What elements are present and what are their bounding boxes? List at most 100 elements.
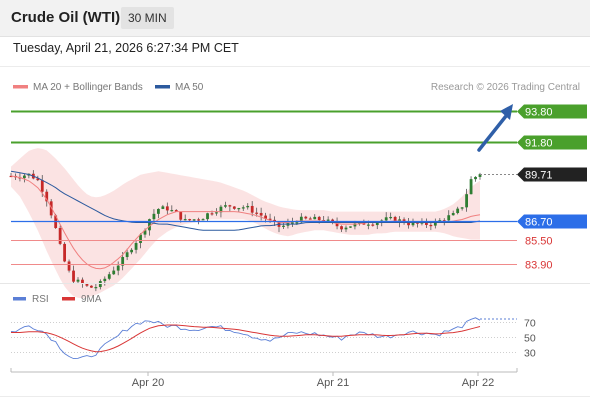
candle-body [273,219,276,222]
candle-body [340,226,343,230]
candle-body [139,234,142,244]
price-plot [9,148,482,299]
candle-body [478,174,482,177]
candle-body [58,228,62,244]
price-level-tag [517,214,587,229]
candle-body [291,222,294,224]
candle-body [241,207,245,209]
bollinger-band-area [11,148,480,299]
candle-body [45,191,49,202]
candle-body [228,205,232,207]
candle-body [148,219,151,231]
candle-body [474,176,477,180]
panel-divider [0,283,590,284]
candle-body [317,216,321,221]
candle-body [246,205,250,208]
candle-body [268,218,272,220]
candle-body [85,283,89,286]
candle-body [326,219,330,221]
candle-body [90,285,93,288]
candle-body [112,270,116,275]
legend-swatch-9ma [62,297,75,301]
candle-body [282,225,285,227]
x-tick-label: Apr 20 [132,377,164,389]
candle-body [143,230,147,235]
legend-swatch-ma50 [155,85,170,89]
candle-body [125,252,129,258]
price-level-label: 83.90 [525,260,553,272]
legend-label-ma50: MA 50 [175,82,204,93]
candle-body [349,226,352,228]
rsi-tick-label: 70 [524,318,536,330]
candle-body [134,243,138,250]
instrument-title: Crude Oil (WTI) [11,9,121,26]
rsi-legend: RSI 9MA [13,294,102,305]
rsi-tick-label: 30 [524,348,536,360]
rsi-tick-label: 50 [524,333,536,345]
candle-body [107,274,111,279]
candle-body [188,219,192,221]
candle-body [210,213,214,215]
candle-body [429,224,433,227]
candle-body [353,223,357,227]
legend-label-9ma: 9MA [81,294,102,305]
candle-body [335,222,339,227]
candle-body [165,206,169,211]
price-level-label: 85.50 [525,236,553,248]
candle-body [224,205,227,207]
timeframe-button[interactable]: 30 MIN [121,7,174,29]
candle-body [157,208,160,214]
candle-body [103,278,107,282]
candle-body [384,217,388,221]
candle-body [407,222,410,226]
candle-body [72,270,75,282]
candle-body [219,206,223,213]
candle-body [447,215,451,221]
candle-body [371,224,375,226]
candle-body [174,210,178,212]
candle-body [170,210,174,212]
chart-header: Crude Oil (WTI) 30 MIN [0,0,590,37]
legend-swatch-ma20 [13,85,28,89]
candle-body [23,175,26,179]
candle-body [9,175,13,178]
candle-body [121,257,125,266]
candle-body [197,219,200,221]
price-level-label: 89.71 [525,170,553,182]
rsi-ma-line [11,324,481,353]
candle-body [433,221,437,226]
candle-body [94,287,98,289]
candle-body [451,213,455,216]
candle-body [259,212,263,216]
candle-body [36,178,40,181]
candle-body [206,213,209,220]
candle-body [425,221,428,225]
candle-body [465,194,468,208]
price-level-label: 86.70 [525,217,553,229]
candle-body [215,212,218,214]
candle-body [295,222,299,224]
candle-body [63,243,66,262]
candle-body [81,279,84,284]
rsi-plot: 70 50 30 [10,317,536,360]
price-level-tag [517,135,587,150]
candle-body [304,216,308,219]
candle-body [469,179,473,195]
chart-legend: MA 20 + Bollinger Bands MA 50 Research ©… [13,82,580,93]
target-arrow [477,104,513,152]
price-level-tag [517,167,587,182]
candle-body [393,216,397,223]
legend-swatch-rsi [13,297,26,301]
candle-body [411,222,415,226]
candle-body [98,281,102,288]
candle-body [179,211,183,220]
candle-body [237,208,241,210]
price-levels: 93.80 91.80 89.71 86.70 85.50 83.90 [11,104,587,272]
candle-body [389,216,393,219]
candle-body [192,219,196,221]
candle-body [130,249,133,253]
candle-body [416,222,419,224]
candle-body [366,224,370,226]
timestamp: Tuesday, April 21, 2026 6:27:34 PM CET [13,41,239,55]
